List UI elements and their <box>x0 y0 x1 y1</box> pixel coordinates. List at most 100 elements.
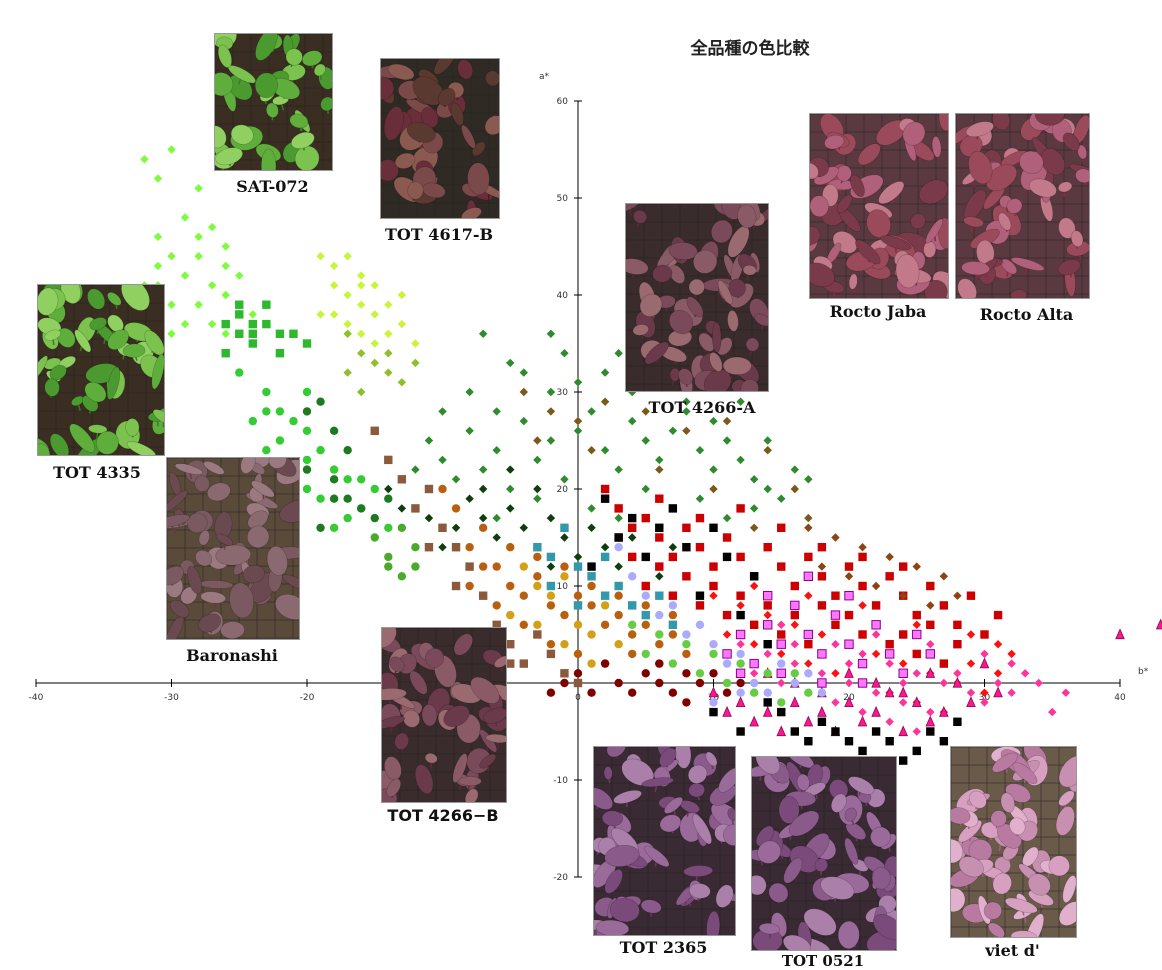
data-point <box>763 669 772 678</box>
data-point <box>831 620 840 629</box>
data-point <box>695 620 705 629</box>
data-point <box>844 591 854 601</box>
data-point <box>777 630 786 639</box>
data-point <box>980 630 989 639</box>
data-point <box>912 727 921 736</box>
data-point <box>465 543 474 552</box>
data-point <box>682 630 691 639</box>
data-point <box>899 756 908 765</box>
data-point <box>682 640 691 649</box>
data-point <box>248 310 257 319</box>
data-point <box>777 562 786 571</box>
data-point <box>180 213 190 222</box>
data-point <box>533 484 542 494</box>
data-point <box>248 319 257 329</box>
data-point <box>506 504 515 513</box>
data-point <box>221 261 230 271</box>
data-point <box>478 591 488 600</box>
data-point <box>506 640 515 649</box>
series-6 <box>370 523 420 581</box>
data-point <box>316 252 325 261</box>
data-point <box>736 601 745 610</box>
data-point <box>804 669 813 678</box>
data-point <box>628 620 637 629</box>
data-point <box>1007 649 1016 659</box>
data-point <box>167 252 176 261</box>
data-point <box>478 523 488 532</box>
data-point <box>343 252 352 261</box>
data-point <box>993 640 1003 649</box>
data-point <box>343 494 352 503</box>
data-point <box>641 581 650 591</box>
data-point <box>357 475 366 484</box>
data-point <box>275 407 285 416</box>
data-point <box>668 543 678 552</box>
data-point <box>777 659 786 668</box>
data-point <box>736 504 745 513</box>
data-point <box>289 329 298 338</box>
data-point <box>709 523 718 532</box>
data-point <box>722 649 732 659</box>
data-point <box>628 572 637 581</box>
data-point <box>736 649 745 659</box>
photo-sat-072 <box>214 33 333 171</box>
data-point <box>641 669 650 678</box>
data-point <box>573 552 583 562</box>
data-point <box>329 261 339 271</box>
data-point <box>465 494 474 503</box>
data-point <box>749 678 759 688</box>
data-point <box>695 494 705 503</box>
data-point <box>925 715 936 727</box>
data-point <box>600 591 610 600</box>
data-point <box>993 686 1003 698</box>
data-point <box>492 407 501 416</box>
data-point <box>614 581 623 591</box>
data-point <box>587 601 596 610</box>
y-tick-label: 60 <box>557 97 569 107</box>
data-point <box>302 387 312 397</box>
data-point <box>668 504 678 513</box>
data-point <box>140 155 149 164</box>
data-point <box>207 319 217 329</box>
data-point <box>926 581 935 591</box>
series-18 <box>722 620 1070 756</box>
data-point <box>262 446 271 455</box>
data-point <box>600 659 610 668</box>
x-axis-label: b* <box>1138 667 1149 677</box>
data-point <box>492 601 501 610</box>
data-point <box>655 630 664 639</box>
data-point <box>587 581 596 591</box>
photo-rocto-jaba <box>809 113 949 299</box>
data-point <box>153 232 163 241</box>
data-point <box>817 669 827 678</box>
data-point <box>316 446 325 455</box>
data-point <box>262 407 271 416</box>
data-point <box>519 659 528 668</box>
data-point <box>817 649 827 659</box>
data-point <box>804 640 813 649</box>
data-point <box>397 378 407 387</box>
data-point <box>763 601 772 610</box>
data-point <box>153 261 163 271</box>
data-point <box>357 504 366 513</box>
data-point <box>709 581 718 591</box>
data-point <box>844 639 854 649</box>
data-point <box>804 513 813 523</box>
data-point <box>573 669 583 678</box>
y-tick-label: 30 <box>557 388 569 398</box>
data-point <box>912 610 921 620</box>
data-point <box>573 416 583 426</box>
data-point <box>546 591 556 600</box>
series-1 <box>221 300 312 358</box>
data-point <box>560 523 569 532</box>
photo-tot-4266-b <box>381 627 507 803</box>
data-point <box>167 329 176 338</box>
data-point <box>573 591 583 600</box>
x-tick-label: -20 <box>300 693 315 703</box>
data-point <box>926 601 935 610</box>
data-point <box>804 659 813 668</box>
data-point <box>343 329 352 338</box>
data-point <box>478 513 488 523</box>
data-point <box>817 630 827 639</box>
